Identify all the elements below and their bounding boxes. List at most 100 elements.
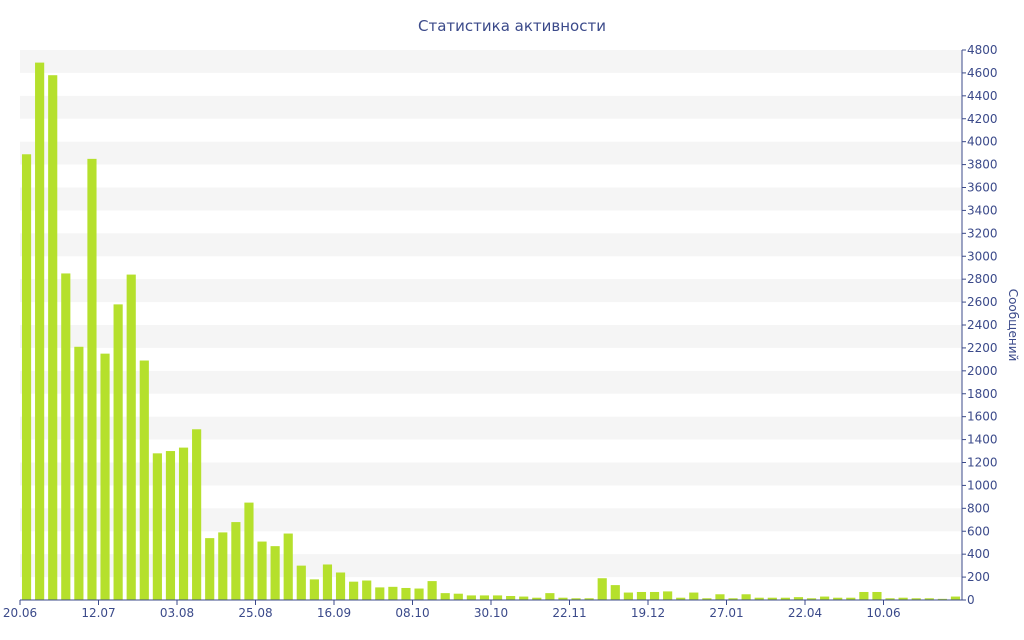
bar: [610, 585, 620, 600]
bar: [152, 453, 162, 600]
grid-band: [20, 279, 962, 303]
x-axis: 20.06 12.07 03.08 25.08 16.09 08.10 30.10 22.11…: [3, 599, 962, 620]
y-tick-label: 200: [967, 570, 990, 584]
bar: [335, 572, 346, 600]
bar: [676, 597, 686, 600]
bar: [21, 154, 32, 601]
y-tick-label: 4000: [967, 135, 998, 149]
x-tick-label: 25.08: [238, 606, 272, 620]
grid-band: [20, 95, 962, 119]
x-tick-label: 03.08: [160, 606, 194, 620]
bar: [35, 62, 45, 600]
bar: [689, 592, 699, 600]
bar: [833, 597, 843, 600]
bar: [806, 598, 817, 600]
y-tick-label: 2000: [967, 364, 998, 378]
y-tick-label: 0: [967, 593, 975, 607]
x-tick-label: 20.06: [3, 606, 37, 620]
x-tick-label: 30.10: [474, 606, 508, 620]
y-tick-label: 800: [967, 501, 990, 515]
bar: [283, 533, 293, 600]
bar: [218, 532, 228, 600]
bar: [545, 593, 555, 600]
bar: [754, 597, 764, 600]
grid-band: [20, 233, 962, 257]
y-tick-label: 4600: [967, 66, 998, 80]
bar: [270, 546, 280, 600]
bar: [479, 595, 490, 600]
bar: [244, 502, 254, 600]
bar: [257, 541, 267, 600]
bar: [126, 274, 136, 600]
y-tick-label: 3600: [967, 181, 998, 195]
x-tick-label: 12.07: [81, 606, 115, 620]
bar: [558, 597, 568, 600]
bars: [21, 62, 961, 601]
bar: [74, 346, 84, 600]
grid-band: [20, 370, 962, 394]
bar: [728, 598, 738, 600]
y-axis: 0 200 400 600 800 1000 1200 1400 1600 1800 2000 220…: [961, 43, 998, 607]
bar: [506, 595, 516, 600]
bar: [100, 353, 110, 600]
y-tick-label: 3400: [967, 203, 998, 217]
bar: [846, 597, 856, 600]
bar: [440, 593, 450, 600]
grid-band: [20, 416, 962, 440]
grid-band: [20, 187, 962, 211]
grid-bands: [20, 50, 962, 578]
y-tick-label: 2200: [967, 341, 998, 355]
x-tick-label: 16.09: [317, 606, 351, 620]
bar: [87, 158, 97, 600]
bar: [414, 588, 424, 600]
bar: [296, 565, 306, 600]
bar: [597, 578, 607, 600]
bar: [349, 581, 359, 600]
bar: [401, 587, 411, 600]
x-tick-label: 19.12: [631, 606, 665, 620]
y-tick-label: 1400: [967, 433, 998, 447]
bar: [820, 596, 830, 600]
grid-band: [20, 508, 962, 532]
y-tick-label: 4400: [967, 89, 998, 103]
grid-band: [20, 141, 962, 165]
bar: [178, 447, 189, 600]
y-tick-label: 2800: [967, 272, 998, 286]
bar: [885, 598, 895, 600]
bar: [584, 598, 594, 600]
bar: [362, 580, 372, 600]
y-tick-label: 2400: [967, 318, 998, 332]
x-tick-label: 22.04: [788, 606, 822, 620]
bar: [793, 597, 804, 600]
x-tick-label: 10.06: [866, 606, 900, 620]
y-tick-label: 3200: [967, 226, 998, 240]
y-tick-label: 400: [967, 547, 990, 561]
y-tick-label: 3800: [967, 158, 998, 172]
bar: [780, 597, 790, 600]
y-tick-label: 1800: [967, 387, 998, 401]
bar: [466, 595, 476, 600]
grid-band: [20, 462, 962, 486]
bar: [61, 273, 71, 600]
bar: [532, 597, 542, 600]
grid-band: [20, 554, 962, 578]
bar: [950, 596, 961, 600]
y-tick-label: 600: [967, 524, 990, 538]
bar: [702, 598, 712, 600]
bar: [205, 538, 215, 600]
bar: [427, 581, 437, 600]
bar: [519, 596, 529, 600]
bar: [388, 586, 398, 600]
bar: [767, 597, 777, 600]
y-tick-label: 1000: [967, 478, 998, 492]
y-tick-label: 4200: [967, 112, 998, 126]
bar: [165, 451, 176, 600]
bar: [911, 598, 921, 600]
y-tick-label: 1200: [967, 456, 998, 470]
grid-band: [20, 50, 962, 73]
bar: [113, 304, 123, 600]
bar: [663, 591, 673, 600]
bar: [231, 522, 241, 600]
